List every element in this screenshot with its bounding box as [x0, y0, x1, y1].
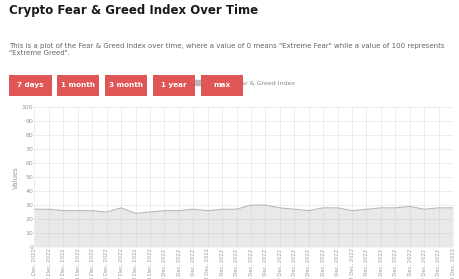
Text: Crypto Fear & Greed Index Over Time: Crypto Fear & Greed Index Over Time	[9, 4, 258, 17]
Text: 1 month: 1 month	[61, 82, 95, 88]
Text: This is a plot of the Fear & Greed Index over time, where a value of 0 means "Ex: This is a plot of the Fear & Greed Index…	[9, 43, 444, 56]
Text: max: max	[213, 82, 230, 88]
Text: 1 year: 1 year	[161, 82, 186, 88]
Text: 3 month: 3 month	[109, 82, 143, 88]
Legend: Crypto Fear & Greed Index: Crypto Fear & Greed Index	[192, 80, 294, 86]
Y-axis label: Values: Values	[13, 166, 19, 189]
Text: 7 days: 7 days	[17, 82, 44, 88]
